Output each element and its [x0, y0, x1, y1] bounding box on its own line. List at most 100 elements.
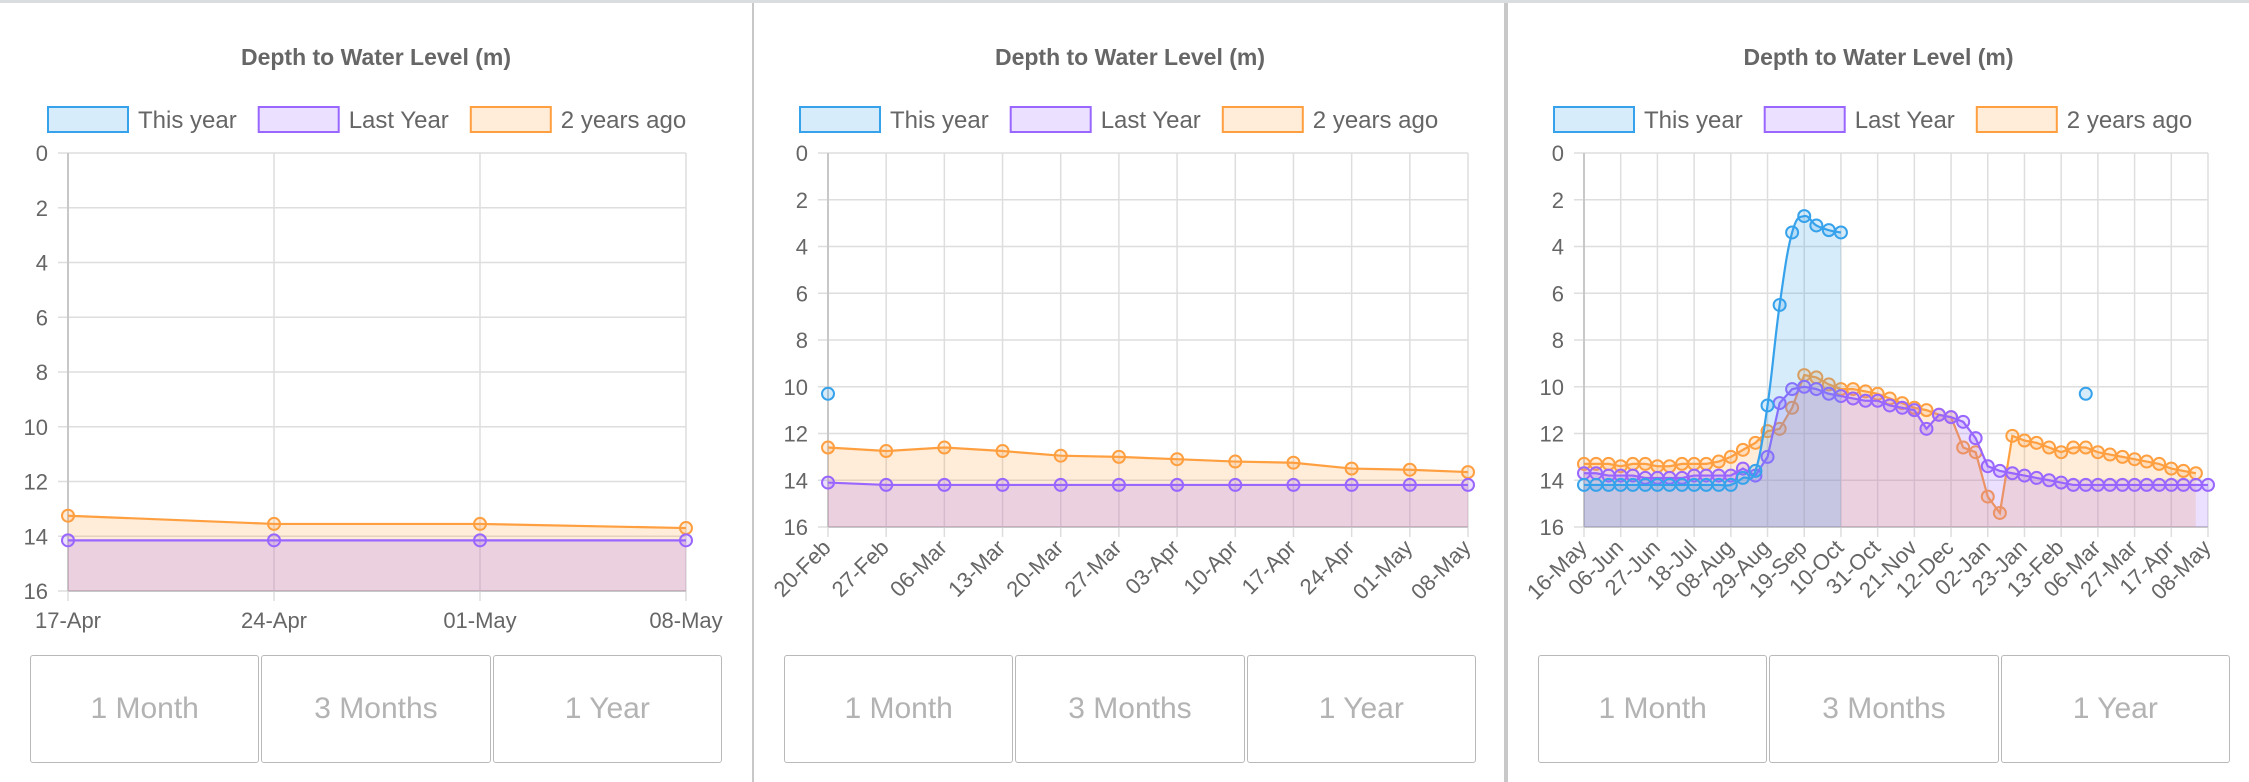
data-point-this_year: [1711, 477, 1726, 492]
data-point-last_year: [1286, 477, 1301, 492]
data-point-two_years_ago: [1735, 442, 1750, 457]
data-point-last_year: [1907, 403, 1922, 418]
one-month-button[interactable]: 1 Month: [1538, 655, 1768, 763]
data-point-two_years_ago: [2066, 440, 2081, 455]
y-tick-label: 0: [1552, 141, 1564, 166]
data-point-last_year: [1882, 398, 1897, 413]
data-point-two_years_ago: [937, 440, 952, 455]
data-point-last_year: [2054, 475, 2069, 490]
legend-swatch: [1975, 106, 2058, 133]
three-months-button[interactable]: 3 Months: [1015, 655, 1245, 763]
data-point-two_years_ago: [2005, 428, 2020, 443]
data-point-this_year: [1809, 218, 1824, 233]
data-point-two_years_ago: [679, 521, 693, 536]
data-point-last_year: [1344, 477, 1359, 492]
data-point-this_year: [1601, 477, 1616, 492]
data-point-two_years_ago: [879, 444, 894, 459]
y-tick-label: 14: [1540, 468, 1564, 493]
panel-divider: [1504, 3, 1508, 782]
range-buttons-2: 1 Month 3 Months 1 Year: [784, 655, 1476, 763]
data-point-two_years_ago: [1785, 400, 1800, 415]
data-point-this_year: [1675, 477, 1690, 492]
data-point-two_years_ago: [1228, 454, 1243, 469]
data-point-this_year: [1833, 225, 1848, 240]
data-point-last_year: [2029, 470, 2044, 485]
series-area-two_years_ago: [1584, 375, 2196, 527]
data-point-this_year: [1723, 477, 1738, 492]
range-buttons-1: 1 Month 3 Months 1 Year: [30, 655, 722, 763]
series-line-two_years_ago: [67, 514, 687, 530]
legend-label: Last Year: [349, 107, 449, 134]
data-point-last_year: [1111, 477, 1126, 492]
y-tick-label: 10: [784, 375, 808, 400]
data-point-two_years_ago: [2115, 449, 2130, 464]
top-rule: [0, 0, 2249, 3]
legend-label: 2 years ago: [1313, 107, 1438, 134]
data-point-last_year: [2139, 477, 2154, 492]
three-months-button[interactable]: 3 Months: [261, 655, 491, 763]
x-tick-label: 01-May: [443, 608, 516, 633]
data-point-last_year: [1760, 449, 1775, 464]
data-point-last_year: [1944, 410, 1959, 425]
legend-label: This year: [138, 107, 237, 134]
data-point-last_year: [1589, 466, 1604, 481]
series-line-two_years_ago: [1584, 373, 2197, 516]
data-point-last_year: [1956, 414, 1971, 429]
one-month-button[interactable]: 1 Month: [30, 655, 260, 763]
legend-label: This year: [890, 107, 989, 134]
data-point-two_years_ago: [1980, 489, 1995, 504]
data-point-two_years_ago: [1286, 455, 1301, 470]
y-tick-label: 14: [24, 524, 48, 549]
series-area-last_year: [68, 540, 686, 591]
data-point-two_years_ago: [1687, 456, 1702, 471]
data-point-this_year: [1699, 477, 1714, 492]
y-tick-label: 6: [796, 281, 808, 306]
data-point-two_years_ago: [1402, 462, 1417, 477]
chart-title: Depth to Water Level (m): [1743, 44, 2013, 70]
y-tick-label: 12: [1540, 422, 1564, 447]
data-point-last_year: [2102, 477, 2117, 492]
data-point-last_year: [61, 533, 75, 548]
data-point-two_years_ago: [267, 516, 281, 531]
legend-swatch: [1553, 106, 1635, 133]
data-point-this_year: [1638, 477, 1653, 492]
data-point-last_year: [2152, 477, 2167, 492]
data-point-this_year: [821, 386, 835, 401]
legend-swatch: [257, 106, 340, 133]
data-point-last_year: [2017, 468, 2032, 483]
chart-panel-2: Depth to Water Level (m) This year Last Ye…: [754, 3, 1506, 782]
data-point-two_years_ago: [1625, 456, 1640, 471]
data-point-two_years_ago: [1956, 440, 1971, 455]
data-point-last_year: [1968, 431, 1983, 446]
three-months-button[interactable]: 3 Months: [1769, 655, 1999, 763]
data-point-last_year: [1992, 463, 2007, 478]
data-point-last_year: [1053, 477, 1068, 492]
data-point-this_year: [1625, 477, 1640, 492]
one-year-button[interactable]: 1 Year: [1246, 655, 1476, 763]
data-point-two_years_ago: [2078, 440, 2093, 455]
data-point-two_years_ago: [1723, 449, 1738, 464]
series-area-two_years_ago: [68, 515, 686, 591]
y-tick-label: 10: [1540, 375, 1564, 400]
data-point-last_year: [1402, 477, 1417, 492]
depth-chart-3: Depth to Water Level (m) This year Last Ye…: [1522, 44, 2216, 604]
one-month-button[interactable]: 1 Month: [784, 655, 1014, 763]
data-point-last_year: [2164, 477, 2179, 492]
data-point-last_year: [2176, 477, 2191, 492]
x-tick-label: 17-Apr: [35, 608, 101, 633]
data-point-two_years_ago: [2042, 440, 2057, 455]
y-tick-label: 0: [36, 141, 48, 166]
data-point-this_year: [1613, 477, 1628, 492]
data-point-two_years_ago: [995, 444, 1010, 459]
one-year-button[interactable]: 1 Year: [492, 655, 722, 763]
data-point-this_year: [1760, 398, 1775, 413]
data-point-last_year: [2005, 466, 2020, 481]
one-year-button[interactable]: 1 Year: [2000, 655, 2230, 763]
y-tick-label: 6: [1552, 281, 1564, 306]
y-tick-label: 12: [24, 470, 48, 495]
y-tick-label: 2: [36, 196, 48, 221]
data-point-two_years_ago: [2102, 447, 2117, 462]
data-point-this_year: [1589, 477, 1604, 492]
data-point-two_years_ago: [2090, 445, 2105, 460]
y-tick-label: 4: [1552, 235, 1564, 260]
